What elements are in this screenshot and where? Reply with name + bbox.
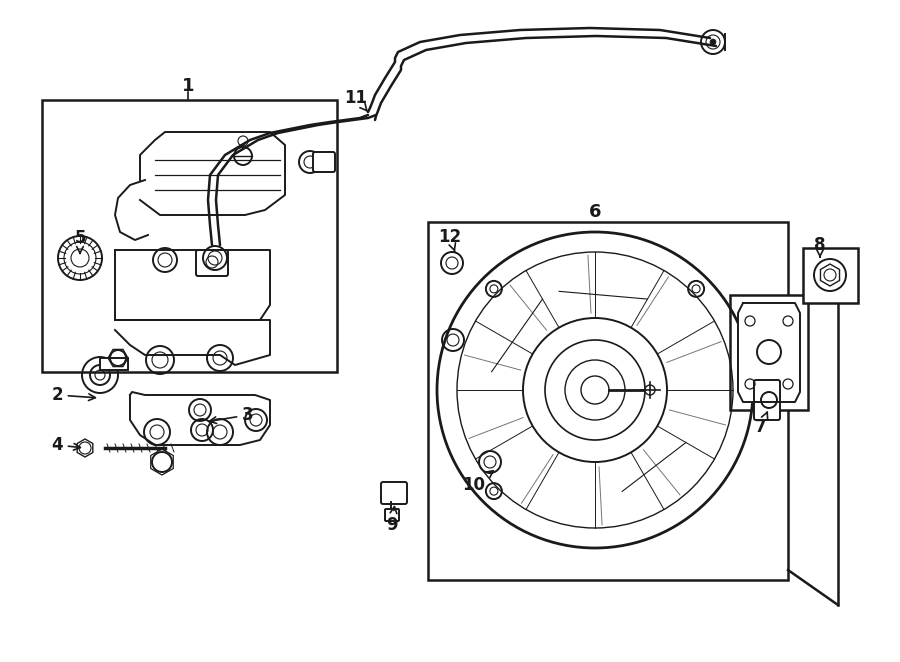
Bar: [42, 100, 337, 372]
FancyBboxPatch shape: [196, 250, 228, 276]
Polygon shape: [738, 303, 800, 402]
Polygon shape: [115, 250, 270, 320]
Text: 5: 5: [74, 229, 86, 254]
Text: 1: 1: [182, 77, 194, 95]
Polygon shape: [130, 392, 270, 445]
FancyBboxPatch shape: [313, 152, 335, 172]
Polygon shape: [140, 132, 285, 215]
FancyBboxPatch shape: [754, 380, 780, 420]
FancyBboxPatch shape: [381, 482, 407, 504]
Bar: [100, 358, 128, 370]
Text: 3: 3: [210, 406, 254, 424]
Polygon shape: [115, 320, 270, 365]
Circle shape: [645, 385, 655, 395]
Text: 11: 11: [345, 89, 368, 112]
Text: 9: 9: [386, 506, 398, 534]
Bar: [428, 222, 788, 580]
Circle shape: [710, 39, 716, 45]
Bar: [730, 295, 808, 410]
Text: 10: 10: [463, 471, 493, 494]
Text: 8: 8: [814, 236, 826, 257]
Text: 4: 4: [51, 436, 80, 454]
FancyBboxPatch shape: [385, 509, 399, 521]
Text: 2: 2: [51, 386, 95, 404]
Text: 7: 7: [755, 412, 768, 436]
Text: 6: 6: [589, 203, 601, 221]
Bar: [803, 248, 858, 303]
Text: 12: 12: [438, 228, 462, 252]
